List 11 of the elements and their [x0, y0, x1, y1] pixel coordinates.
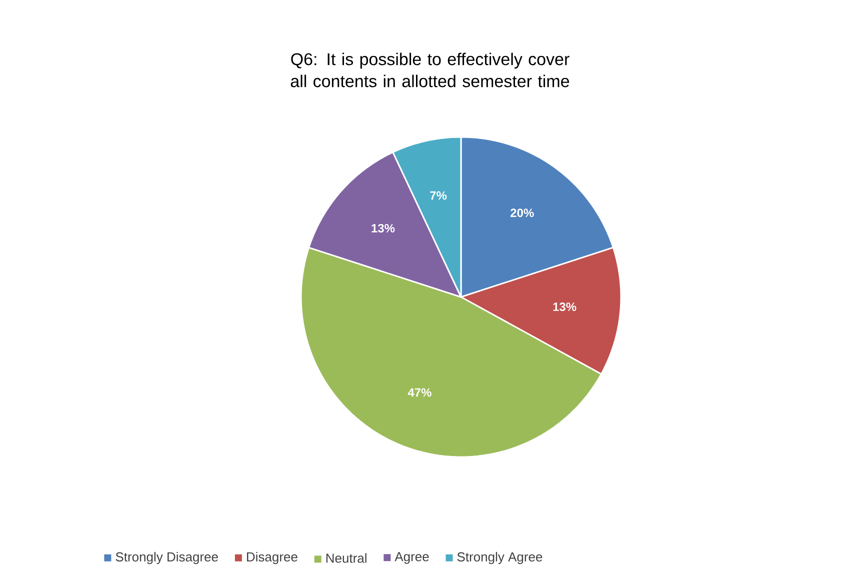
data-label: 13% — [553, 302, 576, 312]
data-label: 47% — [408, 388, 432, 397]
legend-label: Agree — [394, 552, 429, 564]
legend-label: Strongly Agree — [457, 552, 542, 564]
legend-label: Neutral — [326, 553, 366, 563]
chart-title: Q6: It is possible to effectively cover all contents in allotted semester time — [290, 52, 570, 88]
data-label: 7% — [430, 191, 447, 200]
data-label: 20% — [510, 208, 534, 218]
legend-label: Strongly Disagree — [116, 552, 218, 564]
legend-label: Disagree — [246, 552, 298, 564]
data-label: 13% — [372, 224, 395, 232]
